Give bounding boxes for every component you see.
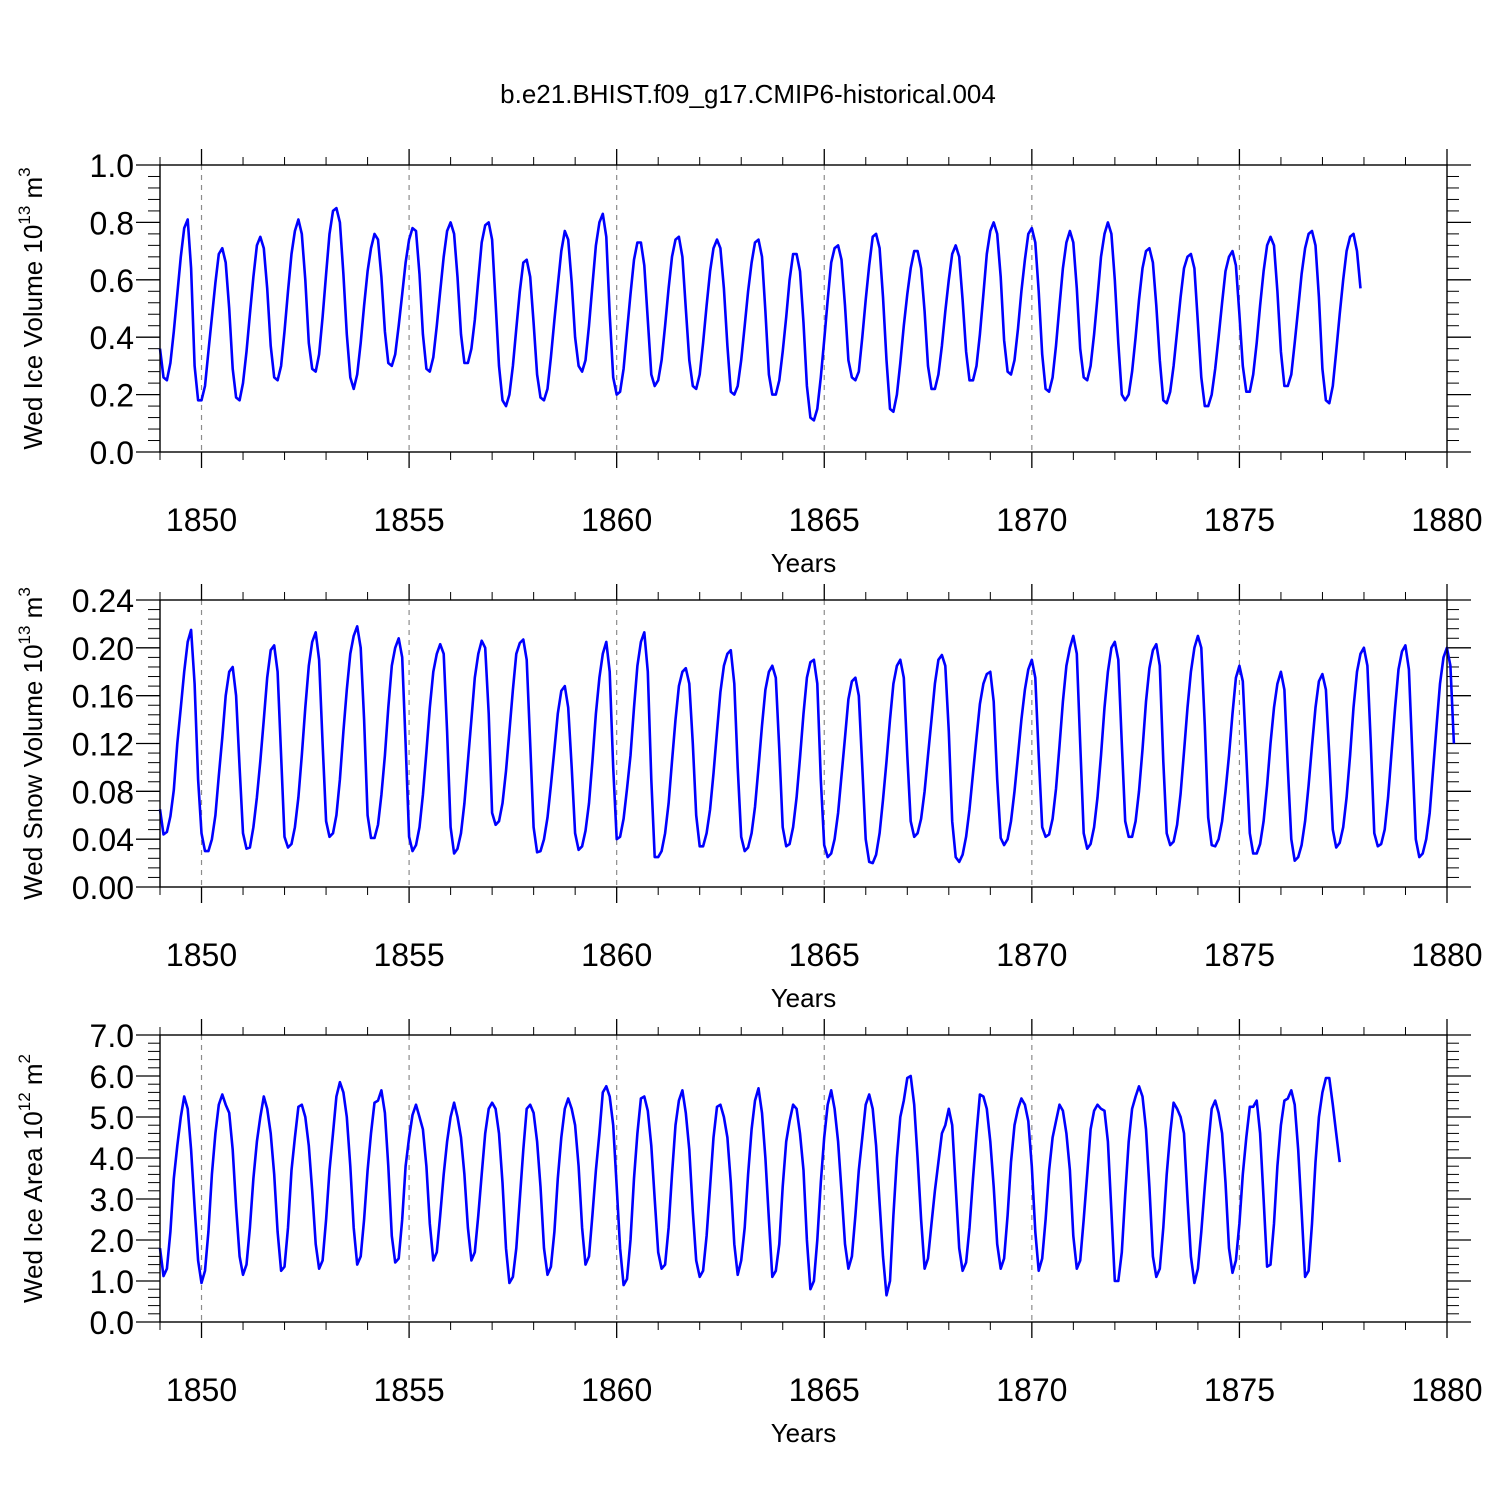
series-line-2 <box>158 624 1456 865</box>
y-tick-label-3.0: 3.0 <box>90 1182 134 1218</box>
x-tick-label-1870: 1870 <box>996 502 1067 538</box>
x-tick-label-1865: 1865 <box>789 1372 860 1408</box>
x-tick-label-1860: 1860 <box>581 1372 652 1408</box>
y-tick-label-1.0: 1.0 <box>90 148 134 184</box>
x-tick-label-1875: 1875 <box>1204 937 1275 973</box>
y-axis-label: Wed Ice Volume 1013 m3 <box>15 167 48 449</box>
y-tick-label-0.08: 0.08 <box>72 774 134 810</box>
x-tick-label-1860: 1860 <box>581 502 652 538</box>
x-tick-label-1855: 1855 <box>374 502 445 538</box>
y-axis-label: Wed Snow Volume 1013 m3 <box>15 587 48 900</box>
y-tick-label-0.6: 0.6 <box>90 263 134 299</box>
y-tick-label-4.0: 4.0 <box>90 1141 134 1177</box>
plot-frame <box>159 599 1448 888</box>
x-tick-label-1870: 1870 <box>996 1372 1067 1408</box>
chart-panel-2: 1850 1855 1860 1865 1870 1875 1880 0.00 0.04 0.08… <box>15 583 1483 1013</box>
x-axis-label: Years <box>771 983 837 1013</box>
x-tick-label-1865: 1865 <box>789 502 860 538</box>
x-axis-label: Years <box>771 1418 837 1448</box>
x-tick-label-1875: 1875 <box>1204 1372 1275 1408</box>
y-tick-label-7.0: 7.0 <box>90 1018 134 1054</box>
y-tick-label-0.16: 0.16 <box>72 679 134 715</box>
plot-frame <box>159 164 1448 453</box>
x-tick-label-1850: 1850 <box>166 1372 237 1408</box>
y-tick-label-0.0: 0.0 <box>90 1305 134 1341</box>
x-tick-label-1865: 1865 <box>789 937 860 973</box>
y-tick-label-0.0: 0.0 <box>90 435 134 471</box>
y-tick-label-0.8: 0.8 <box>90 205 134 241</box>
x-tick-label-1880: 1880 <box>1411 502 1482 538</box>
x-tick-label-1855: 1855 <box>374 937 445 973</box>
series-line-1 <box>158 206 1362 422</box>
y-tick-label-0.04: 0.04 <box>72 822 134 858</box>
panels: 1850 1855 1860 1865 1870 1875 1880 0.0 0.2 0.4 0.6… <box>15 148 1483 1448</box>
y-axis-label: Wed Ice Area 1012 m2 <box>15 1054 48 1303</box>
y-tick-label-1.0: 1.0 <box>90 1264 134 1300</box>
y-tick-label-0.4: 0.4 <box>90 320 134 356</box>
x-tick-label-1850: 1850 <box>166 937 237 973</box>
y-tick-label-0.2: 0.2 <box>90 378 134 414</box>
chart-panel-1: 1850 1855 1860 1865 1870 1875 1880 0.0 0.2 0.4 0.6… <box>15 148 1483 578</box>
y-tick-label-0.00: 0.00 <box>72 870 134 906</box>
series-line-3 <box>158 1074 1341 1297</box>
x-tick-label-1880: 1880 <box>1411 937 1482 973</box>
x-axis-label: Years <box>771 548 837 578</box>
x-tick-label-1875: 1875 <box>1204 502 1275 538</box>
chart-panel-3: 1850 1855 1860 1865 1870 1875 1880 0.0 1.0 2.0 3.0… <box>15 1018 1483 1448</box>
x-tick-label-1880: 1880 <box>1411 1372 1482 1408</box>
x-tick-label-1860: 1860 <box>581 937 652 973</box>
y-tick-label-6.0: 6.0 <box>90 1059 134 1095</box>
plot-frame <box>159 1034 1448 1323</box>
x-tick-label-1850: 1850 <box>166 502 237 538</box>
y-tick-label-5.0: 5.0 <box>90 1100 134 1136</box>
figure-title: b.e21.BHIST.f09_g17.CMIP6-historical.004 <box>500 79 996 109</box>
y-tick-label-2.0: 2.0 <box>90 1223 134 1259</box>
x-tick-label-1855: 1855 <box>374 1372 445 1408</box>
y-tick-label-0.24: 0.24 <box>72 583 134 619</box>
y-tick-label-0.20: 0.20 <box>72 631 134 667</box>
x-tick-label-1870: 1870 <box>996 937 1067 973</box>
y-tick-label-0.12: 0.12 <box>72 727 134 763</box>
